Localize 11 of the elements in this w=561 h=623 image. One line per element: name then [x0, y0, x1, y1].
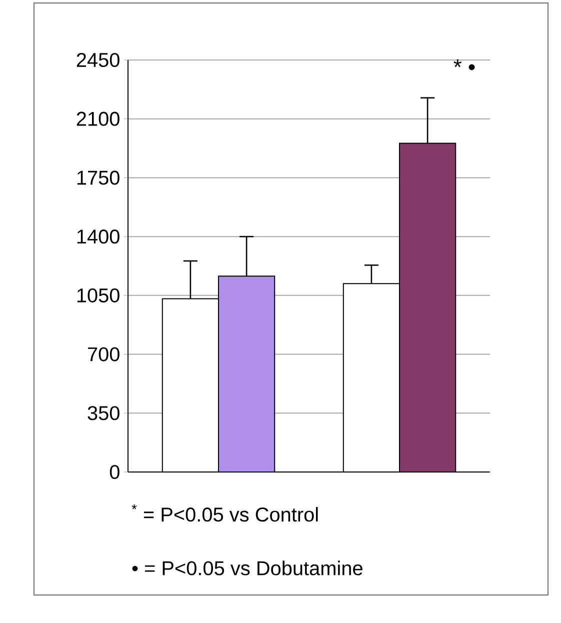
y-tick-label: 1750 — [77, 170, 120, 185]
y-tick-label: 700 — [88, 347, 120, 362]
annotation: * • — [454, 59, 475, 70]
y-tick-label: 2100 — [76, 112, 120, 126]
y-tick-label: 1050 — [77, 288, 120, 302]
y-tick-label: 0 — [110, 464, 120, 480]
text: $^{*}$ = P<0.05 vs Control — [132, 504, 318, 522]
y-tick-label: 2450 — [76, 52, 120, 68]
y-tick-label: 350 — [88, 406, 120, 420]
text: • = P<0.05 vs Dobutamine — [132, 560, 362, 576]
y-tick-label: 1400 — [77, 230, 120, 244]
